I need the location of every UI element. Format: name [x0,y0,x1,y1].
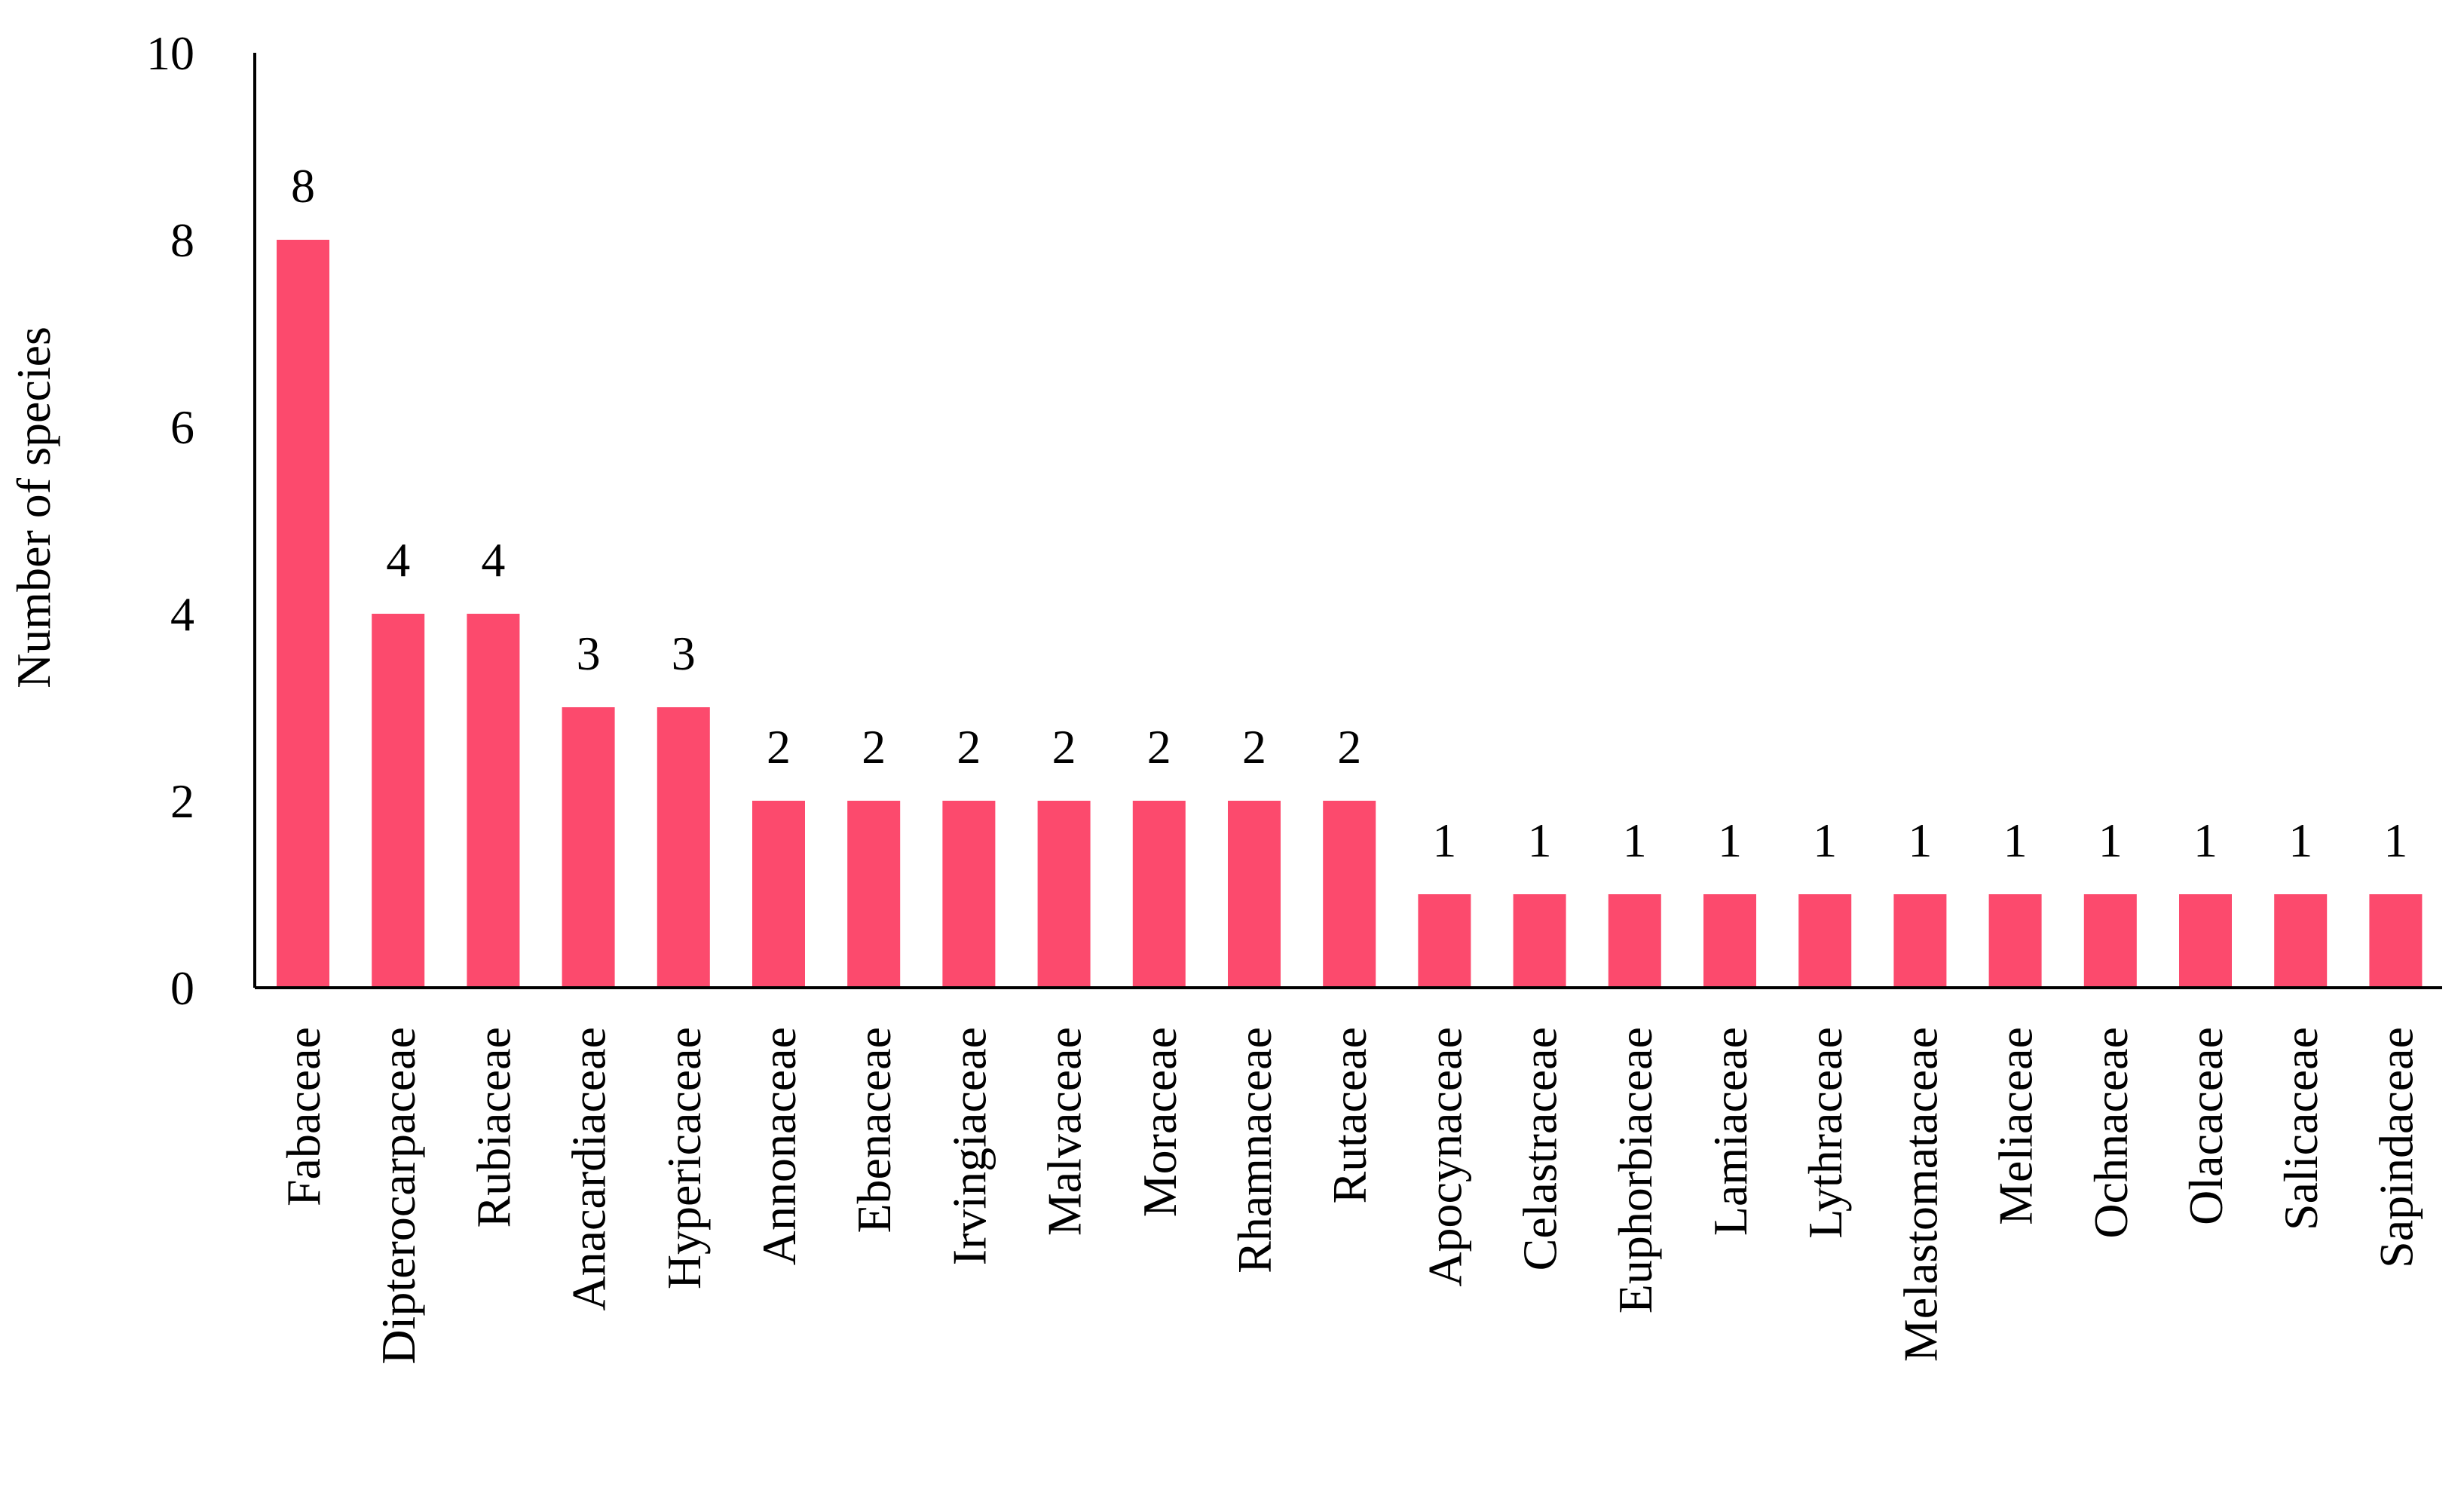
data-label: 1 [2098,814,2123,867]
x-tick-label: Meliaceae [1989,1027,2043,1225]
data-label: 2 [1147,720,1171,774]
data-label: 1 [1432,814,1456,867]
bar [847,801,901,988]
data-label: 2 [862,720,886,774]
x-tick-label: Annonaceae [752,1027,806,1265]
x-tick-label: Lamiaceae [1703,1027,1757,1236]
bar [1323,801,1376,988]
bar [2083,894,2137,988]
x-tick-label: Sapindaceae [2369,1027,2423,1268]
y-axis-title: Number of species [7,326,60,688]
bar [1228,801,1281,988]
x-tick-label: Ebenaceae [847,1027,901,1234]
data-label: 3 [577,627,601,680]
x-tick-label: Rhamnaceae [1228,1027,1281,1273]
bar [2369,894,2423,988]
bar [657,707,710,988]
x-tick-label: Salicaceae [2274,1027,2328,1231]
bar [467,614,520,988]
y-tick-label: 0 [170,961,194,1015]
data-label: 1 [2288,814,2312,867]
y-tick-label: 2 [170,774,194,828]
data-label: 4 [386,533,410,587]
data-label: 2 [767,720,791,774]
data-label: 1 [2003,814,2028,867]
bar [2274,894,2328,988]
data-label: 1 [1528,814,1552,867]
bar [372,614,425,988]
x-tick-label: Rubiaceae [467,1027,520,1228]
x-tick-label: Olacaceae [2179,1027,2233,1225]
x-tick-label: Dipterocarpaceae [372,1027,425,1365]
bar [1988,894,2042,988]
bar [942,801,996,988]
bar [1608,894,1661,988]
bar [1513,894,1566,988]
x-tick-label: Moraceae [1133,1027,1186,1217]
data-label: 2 [1337,720,1361,774]
data-label: 1 [2193,814,2218,867]
x-tick-label: Hypericaceae [657,1027,711,1289]
x-tick-label: Apocynaceae [1418,1027,1471,1287]
y-tick-label: 8 [170,213,194,267]
bar [1418,894,1471,988]
x-tick-label: Euphorbiaceae [1608,1027,1662,1313]
bar [2179,894,2232,988]
x-tick-label: Anacardiaceae [562,1027,616,1311]
bar [752,801,805,988]
data-label: 3 [672,627,696,680]
data-label: 2 [1242,720,1266,774]
data-label: 1 [2383,814,2407,867]
bar [1037,801,1091,988]
x-tick-label: Malvaceae [1038,1027,1091,1236]
bar [1703,894,1756,988]
bar [562,707,615,988]
x-tick-label: Rutaceae [1323,1027,1376,1204]
data-label: 8 [291,159,315,213]
bar [1132,801,1186,988]
data-label: 1 [1718,814,1742,867]
data-label: 2 [957,720,981,774]
bar [1798,894,1852,988]
data-label: 2 [1052,720,1076,774]
x-tick-label: Melastomataceae [1893,1027,1947,1362]
x-tick-label: Ochnaceae [2084,1027,2138,1239]
data-label: 4 [481,533,505,587]
x-tick-label: Fabaceae [277,1027,330,1206]
y-tick-label: 4 [170,587,194,641]
x-tick-label: Irvingiaceae [942,1027,996,1265]
y-tick-label: 10 [146,26,194,80]
x-tick-label: Celastraceae [1514,1027,1567,1270]
plot-area: 8 Fabaceae 4 Dipterocarpaceae 4 Rubiaceae 3 Ana… [146,26,2442,1365]
data-label: 1 [1813,814,1837,867]
y-tick-label: 6 [170,400,194,454]
bar [1893,894,1947,988]
x-tick-label: Lythraceae [1798,1027,1852,1239]
bar [277,240,329,988]
data-label: 1 [1908,814,1932,867]
data-label: 1 [1623,814,1647,867]
